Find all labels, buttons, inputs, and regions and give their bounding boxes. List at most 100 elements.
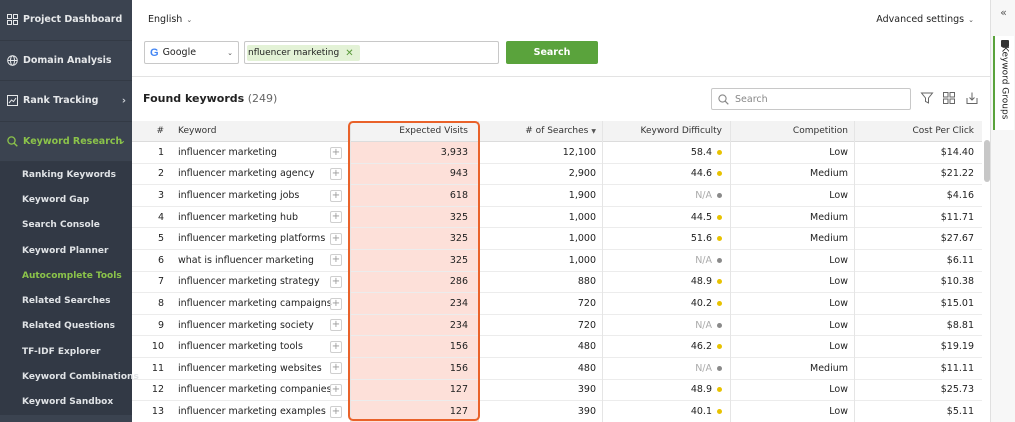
sidebar-item-keyword-gap[interactable]: Keyword Gap [22,194,90,205]
competition-cell: Low [829,341,848,353]
expected-visits-cell: 156 [449,362,468,374]
row-number: 8 [157,297,164,309]
header-keyword[interactable]: Keyword [178,126,217,136]
keyword-input[interactable]: nfluencer marketing ✕ [244,41,499,64]
cpc-cell: $19.19 [940,341,974,353]
nav-rank-tracking[interactable]: Rank Tracking › [0,81,132,122]
searches-cell: 390 [577,405,596,417]
table-row[interactable]: 3 influencer marketing jobs +618 1,900 N/A Lo… [132,185,982,207]
table-body: 1 influencer marketing +3,933 12,100 58.4 Low… [132,142,982,422]
found-keywords-title: Found keywords [143,92,245,105]
difficulty-value: N/A [695,254,712,266]
advanced-settings-dropdown[interactable]: Advanced settings ⌄ [876,14,974,25]
expected-visits-cell: 156 [449,341,468,353]
add-keyword-icon[interactable]: + [330,362,342,375]
sidebar-item-tf-idf-explorer[interactable]: TF-IDF Explorer [22,346,101,357]
sidebar-item-autocomplete-tools[interactable]: Autocomplete Tools [22,270,122,281]
sidebar-item-keyword-sandbox[interactable]: Keyword Sandbox [22,397,114,408]
add-keyword-icon[interactable]: + [330,276,342,289]
close-icon[interactable]: ✕ [345,47,354,59]
competition-cell: Medium [810,211,848,223]
add-keyword-icon[interactable]: + [330,384,342,397]
add-keyword-icon[interactable]: + [330,211,342,224]
nav-domain-analysis[interactable]: Domain Analysis [0,41,132,81]
add-keyword-icon[interactable]: + [330,340,342,353]
table-row[interactable]: 10 influencer marketing tools +156 480 46.2 L… [132,336,982,358]
keyword-cell: influencer marketing examples [178,405,326,417]
keyword-groups-tab[interactable]: Keyword Groups [993,36,1014,130]
column-divider [730,121,731,422]
searches-cell: 880 [577,276,596,288]
add-keyword-icon[interactable]: + [330,146,342,159]
filter-icon[interactable] [920,91,934,105]
header-cpc[interactable]: Cost Per Click [912,126,974,136]
add-keyword-icon[interactable]: + [330,319,342,332]
add-keyword-icon[interactable]: + [330,168,342,181]
nav-keyword-research[interactable]: Keyword Research ⌄ [0,122,132,162]
language-dropdown[interactable]: English ⌄ [148,14,192,25]
keyword-chip: nfluencer marketing ✕ [247,45,360,61]
table-row[interactable]: 4 influencer marketing hub +325 1,000 44.5 Me… [132,207,982,229]
cpc-cell: $6.11 [946,254,974,266]
add-keyword-icon[interactable]: + [330,297,342,310]
difficulty-value: 44.6 [690,168,712,180]
difficulty-value: 51.6 [690,233,712,245]
table-row[interactable]: 8 influencer marketing campaigns +234 720 40… [132,293,982,315]
row-number: 13 [151,405,164,417]
advanced-settings-label: Advanced settings [876,14,965,25]
search-button[interactable]: Search [506,41,598,64]
sidebar-item-keyword-planner[interactable]: Keyword Planner [22,245,109,256]
export-icon[interactable] [965,91,979,105]
table-row[interactable]: 1 influencer marketing +3,933 12,100 58.4 Low… [132,142,982,164]
table-search-input[interactable]: Search [711,88,911,110]
sidebar-item-ranking-keywords[interactable]: Ranking Keywords [22,169,116,180]
search-engine-select[interactable]: G Google ⌄ [144,41,239,64]
search-icon [6,135,18,147]
expected-visits-cell: 618 [449,189,468,201]
sidebar-item-related-questions[interactable]: Related Questions [22,321,116,332]
header-keyword-difficulty[interactable]: Keyword Difficulty [640,126,722,136]
searches-cell: 480 [577,362,596,374]
expected-visits-cell: 325 [449,254,468,266]
difficulty-cell: N/A [602,358,730,379]
cpc-cell: $14.40 [940,146,974,158]
expected-visits-cell: 234 [449,297,468,309]
double-chevron-left-icon[interactable]: « [1000,6,1007,19]
difficulty-dot-icon [717,149,722,155]
table-row[interactable]: 7 influencer marketing strategy +286 880 48.… [132,272,982,294]
sidebar-item-search-console[interactable]: Search Console [22,220,100,231]
nav-project-dashboard[interactable]: Project Dashboard [0,0,132,41]
add-keyword-icon[interactable]: + [330,189,342,202]
difficulty-value: N/A [695,189,712,201]
row-number: 10 [151,341,164,353]
table-row[interactable]: 12 influencer marketing companies +127 390 4… [132,380,982,402]
expected-visits-highlight-frame [348,121,480,421]
table-row[interactable]: 5 influencer marketing platforms +325 1,000… [132,228,982,250]
keyword-cell: influencer marketing agency [178,168,315,180]
grid-view-icon[interactable] [942,91,956,105]
header-competition[interactable]: Competition [792,126,848,136]
competition-cell: Medium [810,362,848,374]
table-row[interactable]: 6 what is influencer marketing +325 1,000 N/… [132,250,982,272]
keywords-table: # Keyword Expected Visits # of Searches ▼… [132,121,982,422]
sidebar-item-keyword-combinations[interactable]: Keyword Combinations [22,372,139,383]
keyword-cell: influencer marketing platforms [178,233,326,245]
vertical-scrollbar[interactable] [984,140,990,182]
table-row[interactable]: 11 influencer marketing websites +156 480 N/… [132,358,982,380]
add-keyword-icon[interactable]: + [330,405,342,418]
add-keyword-icon[interactable]: + [330,232,342,245]
found-keywords-count: (249) [247,92,278,105]
found-keywords-heading: Found keywords (249) [143,92,277,105]
table-row[interactable]: 9 influencer marketing society +234 720 N/A L… [132,315,982,337]
difficulty-value: 48.9 [690,384,712,396]
header-searches[interactable]: # of Searches ▼ [478,121,602,141]
nav-label: Project Dashboard [23,14,123,26]
header-expected-visits[interactable]: Expected Visits [399,126,468,136]
competition-cell: Low [829,146,848,158]
sidebar-item-related-searches[interactable]: Related Searches [22,296,111,307]
table-row[interactable]: 2 influencer marketing agency +943 2,900 44.… [132,164,982,186]
competition-cell: Low [829,297,848,309]
nav-label: Rank Tracking [23,95,99,107]
sidebar: Project Dashboard Domain Analysis Rank T… [0,0,139,422]
add-keyword-icon[interactable]: + [330,254,342,267]
